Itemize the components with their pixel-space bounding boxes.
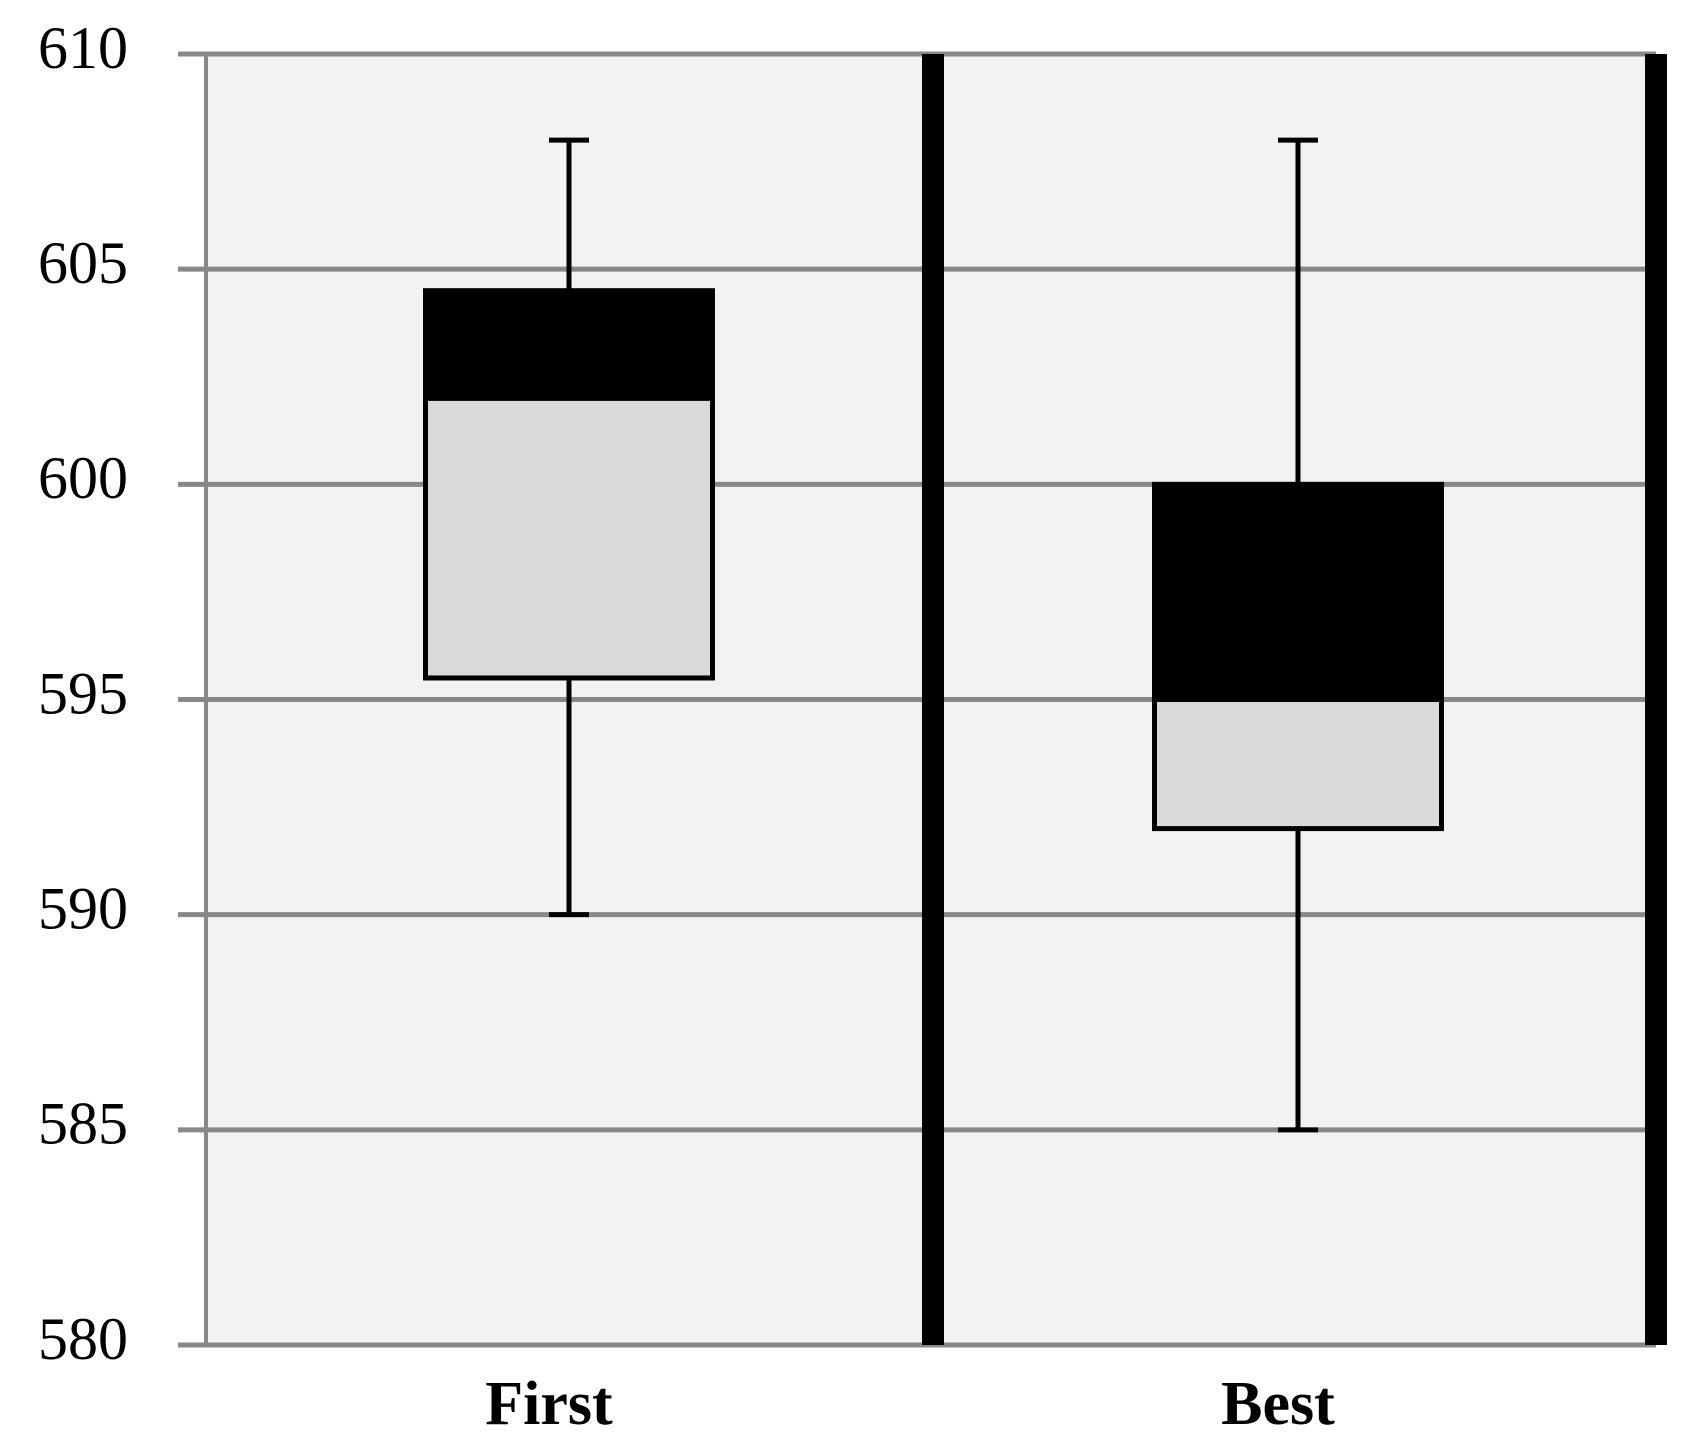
x-tick-label: First [485,1370,613,1438]
box-lower [423,395,715,681]
x-tick-label: Best [1221,1370,1335,1438]
marks [423,137,1444,1133]
y-tick-label: 600 [38,445,128,511]
y-tick-label: 610 [38,15,128,81]
y-tick-label: 605 [38,230,128,296]
box-upper [1152,481,1444,703]
y-tick-label: 595 [38,660,128,726]
y-tick-label: 580 [38,1306,128,1372]
y-tick-label: 585 [38,1091,128,1157]
box-lower [1152,697,1444,832]
separator [922,54,944,1345]
box-upper [423,288,715,401]
separator [1645,54,1667,1345]
y-tick-label: 590 [38,875,128,941]
